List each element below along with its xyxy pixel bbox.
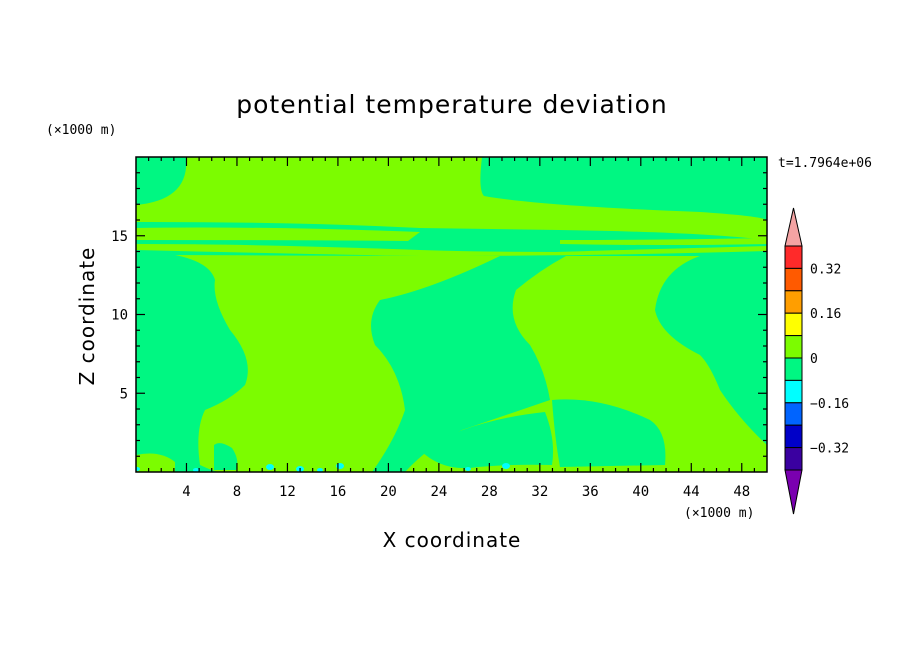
positive-regions bbox=[136, 157, 767, 472]
colorbar-cell bbox=[784, 245, 803, 269]
negative-patch-right bbox=[552, 399, 666, 467]
plot-area bbox=[136, 157, 767, 472]
cold-spot bbox=[465, 467, 471, 471]
colorbar-label: 0.16 bbox=[810, 307, 841, 322]
cold-spot bbox=[336, 463, 344, 469]
colorbar-label: −0.16 bbox=[810, 397, 849, 412]
colorbar: 0.32 0.16 0 −0.16 −0.32 bbox=[784, 207, 849, 515]
positive-region-upper bbox=[136, 157, 767, 240]
cold-spot bbox=[266, 464, 274, 470]
cold-spot bbox=[317, 468, 323, 472]
colorbar-cell bbox=[784, 312, 803, 337]
x-tick-label: 24 bbox=[430, 484, 447, 500]
x-tick-label: 32 bbox=[531, 484, 548, 500]
colorbar-cell bbox=[784, 357, 803, 381]
colorbar-cell bbox=[784, 379, 803, 404]
chart-title: potential temperature deviation bbox=[236, 90, 667, 119]
x-tick-label: 28 bbox=[481, 484, 498, 500]
positive-region-left bbox=[175, 255, 500, 472]
negative-field-patches bbox=[214, 399, 666, 470]
colorbar-cell bbox=[784, 424, 803, 449]
colorbar-cell bbox=[784, 335, 803, 359]
x-tick-label: 8 bbox=[233, 484, 241, 500]
x-tick-label: 4 bbox=[182, 484, 190, 500]
positive-band-15 bbox=[136, 227, 420, 241]
cold-spot bbox=[136, 467, 140, 471]
colorbar-cell bbox=[784, 267, 803, 292]
x-axis-label: X coordinate bbox=[383, 528, 522, 552]
y-tick-label: 5 bbox=[120, 386, 128, 402]
colorbar-label: 0 bbox=[810, 352, 818, 367]
x-tick-label: 44 bbox=[683, 484, 700, 500]
positive-band-13 bbox=[560, 238, 767, 245]
time-label: t=1.7964e+06 bbox=[778, 156, 872, 171]
y-axis-unit: (×1000 m) bbox=[46, 123, 116, 138]
positive-band-14 bbox=[136, 244, 767, 256]
x-tick-label: 12 bbox=[279, 484, 296, 500]
colorbar-bottom-arrow bbox=[784, 469, 803, 515]
cold-spot bbox=[193, 468, 199, 472]
x-tick-label: 40 bbox=[632, 484, 649, 500]
colorbar-label: −0.32 bbox=[810, 442, 849, 457]
colorbar-cell bbox=[784, 447, 803, 471]
positive-region-right bbox=[405, 256, 767, 472]
x-tick-label: 36 bbox=[582, 484, 599, 500]
colorbar-top-arrow bbox=[784, 207, 803, 247]
x-axis-unit: (×1000 m) bbox=[684, 506, 754, 521]
y-axis-label: Z coordinate bbox=[75, 247, 99, 386]
cold-spot bbox=[502, 463, 510, 469]
y-tick-label: 15 bbox=[111, 229, 128, 245]
colorbar-cell bbox=[784, 402, 803, 426]
x-tick-label: 20 bbox=[380, 484, 397, 500]
colorbar-label: 0.32 bbox=[810, 262, 841, 277]
positive-region-bottom-left bbox=[136, 453, 175, 472]
colorbar-cell bbox=[784, 290, 803, 314]
negative-patch-mid bbox=[420, 412, 554, 469]
negative-patch-left bbox=[214, 443, 238, 470]
y-tick-label: 10 bbox=[111, 308, 128, 324]
x-tick-label: 16 bbox=[329, 484, 346, 500]
x-axis: 4 8 12 16 20 24 28 32 36 40 44 48 bbox=[148, 157, 755, 500]
y-axis: 5 10 15 bbox=[111, 172, 767, 457]
x-tick-label: 48 bbox=[733, 484, 750, 500]
